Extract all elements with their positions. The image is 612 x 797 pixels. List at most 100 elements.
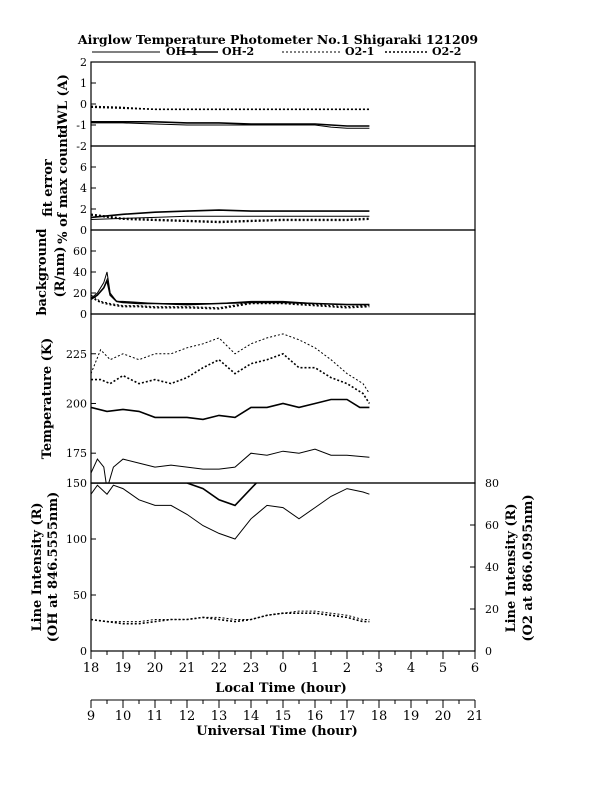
- y-tick-label: 2: [80, 203, 87, 216]
- legend: OH-1 OH-2 O2-1 O2-2: [92, 45, 461, 58]
- series-line-oh-1: [91, 122, 370, 129]
- local-time-tick-label: 19: [115, 661, 132, 676]
- y-tick-label: 200: [66, 397, 87, 410]
- series-line-oh-2: [91, 121, 370, 127]
- universal-time-axis-title: Universal Time (hour): [196, 724, 358, 739]
- panel-frame: [90, 313, 476, 484]
- y-tick-label: 150: [66, 477, 87, 490]
- universal-time-tick-label: 21: [467, 709, 484, 724]
- series-line-o2-2: [91, 106, 370, 111]
- legend-label-o21: O2-1: [345, 45, 374, 58]
- local-time-axis-title: Local Time (hour): [215, 681, 347, 696]
- local-time-axis: 18 19 20 21 22 23 0 1 2 3 4 5 6 Local Time (hour): [83, 650, 479, 696]
- y-axis-subtitle: % of max count: [56, 132, 71, 244]
- local-time-tick-label: 3: [375, 661, 383, 676]
- y-axis-title: Temperature (K): [40, 338, 55, 460]
- universal-time-tick-label: 19: [403, 709, 420, 724]
- series-line-oh-2: [91, 277, 370, 306]
- series-line-oh-1: [91, 271, 370, 306]
- series-line-o2-2: [91, 352, 371, 404]
- y-axis-title: background: [35, 228, 50, 315]
- y-tick-label: -2: [76, 140, 87, 153]
- y-tick-label: 225: [66, 348, 87, 361]
- panel-dwl: 2 1 0 -1 -2 dWL (A): [56, 56, 476, 153]
- series-line-o2-2: [91, 213, 370, 223]
- y-axis-subtitle: (R/nm): [53, 246, 68, 297]
- right-y-axis-subtitle: (O2 at 866.0595nm): [521, 494, 536, 641]
- y-tick-label: 60: [73, 245, 87, 258]
- universal-time-tick-label: 9: [87, 709, 95, 724]
- series-line-o2-1: [91, 214, 370, 224]
- chart-title: Airglow Temperature Photometer No.1 Shig…: [77, 32, 478, 47]
- y-tick-label: 40: [73, 266, 87, 279]
- panel-background: 60 40 20 0 background (R/nm): [35, 228, 476, 321]
- y-axis-subtitle: (OH at 846.5555nm): [46, 492, 61, 642]
- universal-time-axis: 9 10 11 12 13 14 15 16 17 18 19 20 21 Universal Time…: [87, 699, 483, 739]
- universal-time-tick-label: 11: [147, 709, 164, 724]
- universal-time-tick-label: 16: [307, 709, 324, 724]
- universal-time-ticks: 9 10 11 12 13 14 15 16 17 18 19 20 21: [87, 700, 483, 724]
- right-y-axis-title: Line Intensity (R): [504, 503, 519, 632]
- series-line-o2-1: [91, 294, 370, 309]
- local-time-tick-label: 22: [211, 661, 228, 676]
- y-tick-label: 0: [80, 224, 87, 237]
- local-time-tick-label: 1: [311, 661, 319, 676]
- panel-fit_error: 6 4 2 0 fit error% of max count: [41, 132, 476, 244]
- legend-label-oh2: OH-2: [222, 45, 254, 58]
- local-time-ticks: 18 19 20 21 22 23 0 1 2 3 4 5 6: [83, 651, 479, 676]
- universal-time-tick-label: 14: [243, 709, 260, 724]
- series-line-oh-2: [91, 398, 370, 421]
- local-time-tick-label: 4: [407, 661, 415, 676]
- y-tick-label: 2: [80, 56, 87, 69]
- y-tick-label: 6: [80, 161, 87, 174]
- series-line-oh-1: [91, 448, 370, 483]
- local-time-tick-label: 23: [243, 661, 260, 676]
- right-y-tick-label: 0: [485, 645, 492, 658]
- series-line-oh-1: [91, 484, 370, 540]
- universal-time-tick-label: 10: [115, 709, 132, 724]
- local-time-tick-label: 21: [179, 661, 196, 676]
- y-tick-label: 175: [66, 447, 87, 460]
- y-tick-label: 20: [73, 287, 87, 300]
- y-tick-label: 0: [80, 98, 87, 111]
- panel-temperature: 225 200 175 Temperature (K): [40, 313, 476, 484]
- legend-label-o22: O2-2: [432, 45, 461, 58]
- panel-frame: [90, 61, 476, 147]
- y-axis-title: dWL (A): [56, 74, 71, 134]
- y-tick-label: 50: [73, 589, 87, 602]
- local-time-tick-label: 6: [471, 661, 479, 676]
- series-line-oh-2: [91, 483, 370, 507]
- universal-time-tick-label: 17: [339, 709, 356, 724]
- series-line-o2-1: [91, 333, 370, 394]
- local-time-tick-label: 5: [439, 661, 447, 676]
- y-tick-label: 0: [80, 645, 87, 658]
- series-line-o2-1: [91, 610, 370, 623]
- right-y-tick-label: 60: [485, 519, 499, 532]
- universal-time-tick-label: 12: [179, 709, 196, 724]
- universal-time-tick-label: 13: [211, 709, 228, 724]
- y-axis-title: fit error: [41, 159, 56, 217]
- universal-time-tick-label: 18: [371, 709, 388, 724]
- universal-time-tick-label: 15: [275, 709, 292, 724]
- universal-time-tick-label: 20: [435, 709, 452, 724]
- y-tick-label: 1: [80, 77, 87, 90]
- local-time-tick-label: 18: [83, 661, 100, 676]
- right-y-tick-label: 80: [485, 477, 499, 490]
- series-line-oh-1: [91, 215, 370, 220]
- series-line-o2-2: [91, 296, 370, 310]
- series-line-oh-2: [91, 209, 370, 219]
- right-y-tick-label: 20: [485, 603, 499, 616]
- local-time-tick-label: 2: [343, 661, 351, 676]
- series-line-o2-2: [91, 612, 370, 625]
- y-tick-label: 4: [80, 182, 87, 195]
- local-time-tick-label: 20: [147, 661, 164, 676]
- y-tick-label: -1: [76, 119, 87, 132]
- local-time-tick-label: 0: [279, 661, 287, 676]
- y-tick-label: 100: [66, 533, 87, 546]
- right-y-tick-label: 40: [485, 561, 499, 574]
- panel-line_intensity: 150 100 50 0 80 60 40 20 0 Line Intensity (R) (OH …: [30, 477, 536, 658]
- y-tick-label: 0: [80, 308, 87, 321]
